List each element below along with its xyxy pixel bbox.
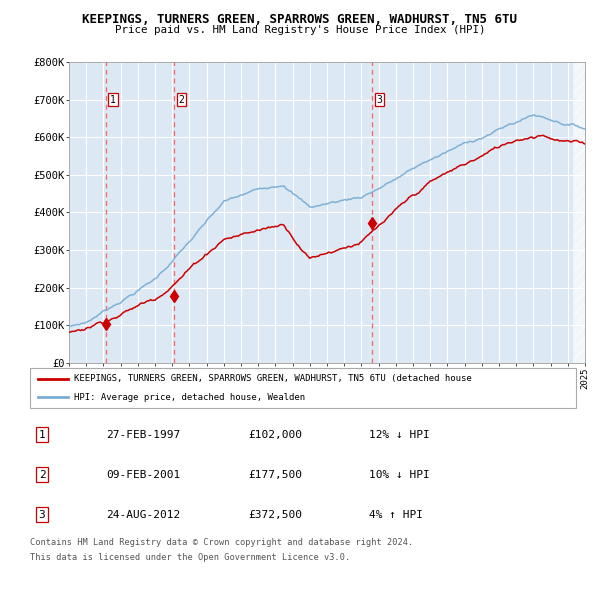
Text: 1: 1	[110, 94, 116, 104]
Text: KEEPINGS, TURNERS GREEN, SPARROWS GREEN, WADHURST, TN5 6TU: KEEPINGS, TURNERS GREEN, SPARROWS GREEN,…	[83, 13, 517, 26]
Text: This data is licensed under the Open Government Licence v3.0.: This data is licensed under the Open Gov…	[30, 553, 350, 562]
Text: 27-FEB-1997: 27-FEB-1997	[106, 430, 181, 440]
Text: £372,500: £372,500	[248, 510, 302, 520]
Text: £102,000: £102,000	[248, 430, 302, 440]
Text: £177,500: £177,500	[248, 470, 302, 480]
Bar	[573, 62, 585, 363]
Text: Contains HM Land Registry data © Crown copyright and database right 2024.: Contains HM Land Registry data © Crown c…	[30, 538, 413, 547]
Text: 09-FEB-2001: 09-FEB-2001	[106, 470, 181, 480]
Text: 10% ↓ HPI: 10% ↓ HPI	[368, 470, 429, 480]
FancyBboxPatch shape	[30, 368, 576, 408]
Text: Price paid vs. HM Land Registry's House Price Index (HPI): Price paid vs. HM Land Registry's House …	[115, 25, 485, 35]
Text: 2: 2	[38, 470, 46, 480]
Text: 4% ↑ HPI: 4% ↑ HPI	[368, 510, 422, 520]
Text: 24-AUG-2012: 24-AUG-2012	[106, 510, 181, 520]
Text: 2: 2	[178, 94, 184, 104]
Text: 12% ↓ HPI: 12% ↓ HPI	[368, 430, 429, 440]
Text: 3: 3	[38, 510, 46, 520]
Text: 3: 3	[377, 94, 383, 104]
Text: HPI: Average price, detached house, Wealden: HPI: Average price, detached house, Weal…	[74, 393, 305, 402]
Text: 1: 1	[38, 430, 46, 440]
Text: KEEPINGS, TURNERS GREEN, SPARROWS GREEN, WADHURST, TN5 6TU (detached house: KEEPINGS, TURNERS GREEN, SPARROWS GREEN,…	[74, 375, 472, 384]
